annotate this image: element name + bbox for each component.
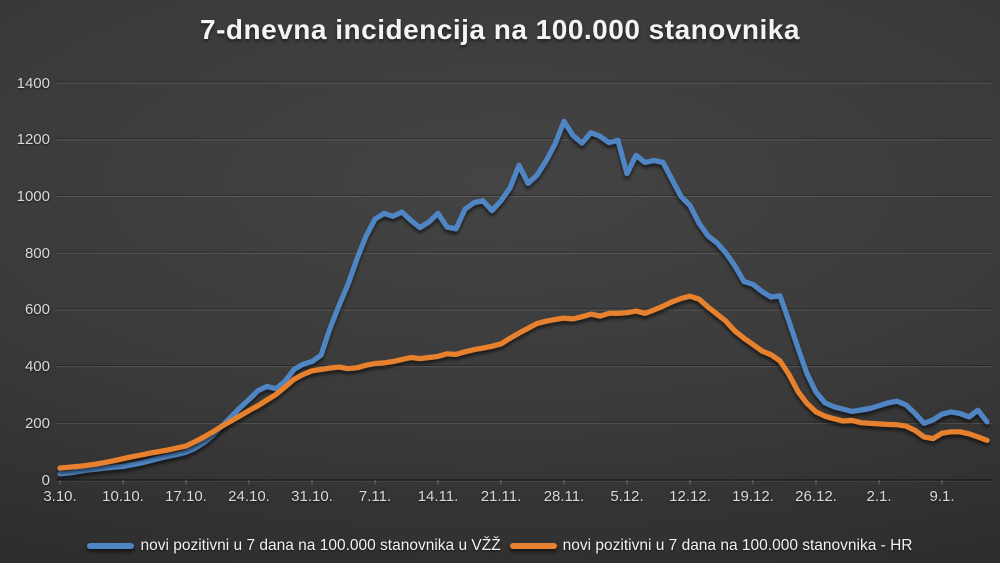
y-tick-label: 1200	[16, 131, 50, 149]
chart-title: 7-dnevna incidencija na 100.000 stanovni…	[200, 14, 800, 45]
series-line-hr	[57, 293, 990, 471]
x-tick-label: 10.10.	[102, 488, 144, 505]
legend-label-hr: novi pozitivni u 7 dana na 100.000 stano…	[562, 537, 913, 554]
x-axis-line	[56, 479, 992, 485]
legend: novi pozitivni u 7 dana na 100.000 stano…	[0, 537, 1000, 555]
x-tick-label: 24.10.	[228, 488, 270, 505]
x-tick-label: 5.12.	[610, 488, 644, 505]
series-lines	[57, 118, 990, 477]
x-tick-label: 3.10.	[43, 488, 77, 505]
legend-swatch-vzz	[87, 543, 135, 549]
y-tick-label: 1400	[16, 74, 50, 92]
legend-label-vzz: novi pozitivni u 7 dana na 100.000 stano…	[140, 537, 501, 554]
y-tick-label: 0	[41, 471, 50, 489]
gridlines	[56, 81, 992, 424]
y-tick-label: 600	[24, 301, 50, 319]
y-tick-label: 1000	[16, 187, 50, 205]
legend-item-vzz: novi pozitivni u 7 dana na 100.000 stano…	[87, 537, 501, 555]
x-tick-label: 12.12.	[669, 488, 711, 505]
legend-item-hr: novi pozitivni u 7 dana na 100.000 stano…	[509, 537, 913, 555]
y-tick-label: 200	[24, 414, 50, 432]
x-tick-label: 28.11.	[543, 488, 585, 505]
x-tick-label: 31.10.	[291, 488, 333, 505]
x-tick-label: 2.1.	[866, 488, 892, 505]
x-tick-label: 21.11.	[480, 488, 522, 505]
x-tick-label: 14.11.	[417, 488, 459, 505]
x-tick-label: 7.11.	[358, 488, 392, 505]
x-tick-label: 26.12.	[795, 488, 837, 505]
x-tick-label: 17.10.	[165, 488, 207, 505]
x-tick-label: 19.12.	[732, 488, 774, 505]
legend-swatch-hr	[509, 543, 557, 549]
y-tick-label: 800	[24, 244, 50, 262]
y-tick-label: 400	[24, 358, 50, 376]
x-tick-label: 9.1.	[929, 488, 955, 505]
